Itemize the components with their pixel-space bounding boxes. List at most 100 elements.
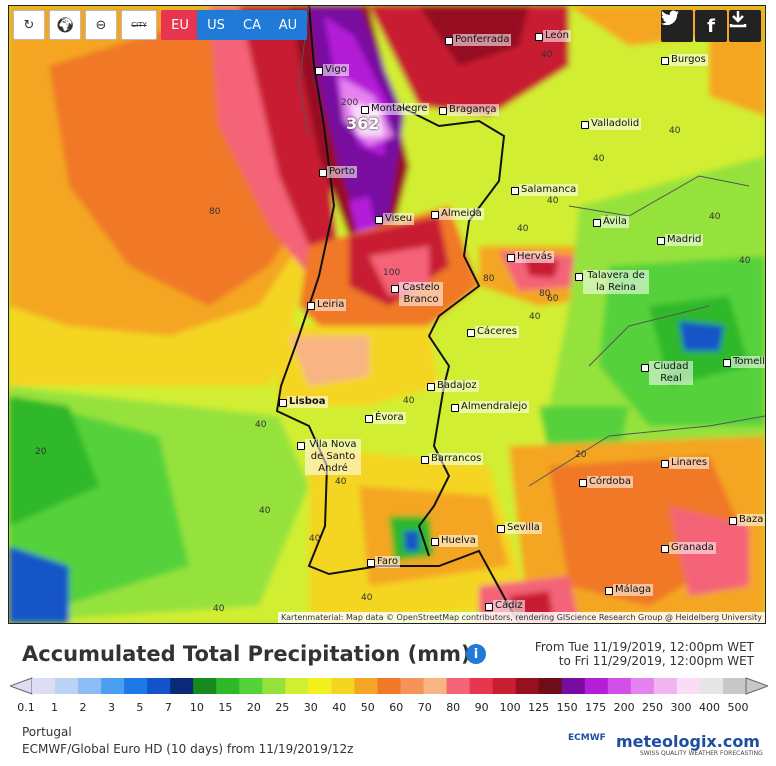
facebook-icon: f: [707, 15, 715, 37]
contour-label: 40: [739, 256, 751, 266]
city-label[interactable]: Viseu: [383, 213, 415, 225]
legend-swatch: [538, 678, 563, 694]
city-label[interactable]: Burgos: [669, 54, 708, 66]
contour-label: 40: [709, 212, 721, 222]
legend-colorbar: [10, 677, 768, 695]
city-marker: [497, 525, 505, 533]
city-label[interactable]: Granada: [669, 542, 716, 554]
city-label[interactable]: Évora: [373, 412, 406, 424]
city-marker: [279, 399, 287, 407]
city-label[interactable]: Leiria: [315, 299, 347, 311]
region-button-eu[interactable]: EU: [161, 10, 199, 40]
city-label[interactable]: Huelva: [439, 535, 478, 547]
legend-swatch: [55, 678, 79, 694]
download-button[interactable]: [729, 10, 761, 42]
refresh-button[interactable]: ↻: [13, 10, 45, 40]
city-marker: [467, 329, 475, 337]
zoom-out-icon: ⊖: [95, 17, 107, 33]
contour-label: 20: [35, 447, 47, 457]
city-label[interactable]: Porto: [327, 166, 357, 178]
region-button-au[interactable]: AU: [269, 10, 307, 40]
city-label[interactable]: Castelo Branco: [399, 282, 443, 306]
city-label[interactable]: Faro: [375, 556, 400, 568]
legend-swatch: [584, 678, 609, 694]
city-label[interactable]: Talavera de la Reina: [583, 270, 649, 294]
city-label[interactable]: Málaga: [613, 584, 654, 596]
city-marker: [581, 121, 589, 129]
legend-swatch: [262, 678, 286, 694]
city-label[interactable]: Cáceres: [475, 326, 520, 338]
legend-swatch: [630, 678, 655, 694]
city-marker: [367, 559, 375, 567]
region-label: Portugal: [22, 725, 72, 739]
legend-swatch: [124, 678, 148, 694]
legend-tick-label: 80: [446, 701, 461, 714]
city-label[interactable]: Barrancos: [429, 453, 484, 465]
legend-tick-label: 70: [417, 701, 432, 714]
legend-tick-label: 30: [303, 701, 318, 714]
globe-button[interactable]: 🌍︎: [49, 10, 81, 40]
legend-swatch: [561, 678, 586, 694]
city-label[interactable]: Hervás: [515, 251, 555, 263]
city-label[interactable]: Montalegre: [369, 103, 430, 115]
brand-logo[interactable]: meteologix.com: [616, 732, 760, 751]
city-label[interactable]: Baza: [737, 514, 765, 526]
precipitation-map[interactable]: Vigo Ponferrada León Burgos Montalegre Bragan…: [8, 5, 766, 624]
city-label[interactable]: Ávila: [601, 216, 629, 228]
city-marker: [575, 273, 583, 281]
legend-tick-label: 1: [50, 701, 58, 714]
city-label[interactable]: Badajoz: [435, 380, 479, 392]
city-label[interactable]: Valladolid: [589, 118, 642, 130]
contour-label: 40: [593, 154, 605, 164]
city-marker: [297, 442, 305, 450]
city-label[interactable]: Tomelloso: [731, 356, 765, 368]
city-label[interactable]: Cádiz: [493, 600, 525, 612]
city-label[interactable]: Bragança: [447, 104, 499, 116]
info-icon[interactable]: i: [466, 644, 486, 664]
city-marker: [307, 302, 315, 310]
legend-tick-label: 125: [528, 701, 550, 714]
contour-label: 40: [403, 396, 415, 406]
city-label[interactable]: Ciudad Real: [649, 361, 693, 385]
city-label[interactable]: Sevilla: [505, 522, 542, 534]
legend-swatch: [354, 678, 378, 694]
city-toggle-button[interactable]: CITY: [121, 10, 157, 40]
contour-label: 20: [575, 450, 587, 460]
city-label[interactable]: Ponferrada: [453, 34, 512, 46]
city-toggle-label: CITY: [131, 21, 147, 29]
date-range: From Tue 11/19/2019, 12:00pm WET to Fri …: [535, 640, 754, 668]
refresh-icon: ↻: [23, 17, 35, 33]
facebook-button[interactable]: f: [695, 10, 727, 42]
legend-tick-label: 10: [189, 701, 204, 714]
city-marker: [511, 187, 519, 195]
city-marker: [485, 603, 493, 611]
city-label[interactable]: Vila Nova de Santo André: [305, 439, 361, 475]
city-label[interactable]: Vigo: [323, 64, 349, 76]
twitter-button[interactable]: [661, 10, 693, 42]
legend-swatch: [653, 678, 678, 694]
legend-tick-label: 3: [107, 701, 115, 714]
city-marker: [439, 107, 447, 115]
city-label[interactable]: Linares: [669, 457, 710, 469]
city-label[interactable]: Madrid: [665, 234, 704, 246]
legend-swatch: [216, 678, 240, 694]
legend-swatch: [193, 678, 217, 694]
legend-swatch: [676, 678, 701, 694]
region-button-ca[interactable]: CA: [233, 10, 271, 40]
globe-icon: 🌍︎: [55, 16, 75, 34]
legend-tick-label: 15: [218, 701, 233, 714]
city-label[interactable]: Salamanca: [519, 184, 579, 196]
zoom-out-button[interactable]: ⊖: [85, 10, 117, 40]
city-label[interactable]: León: [543, 30, 572, 42]
contour-label: 40: [517, 224, 529, 234]
legend-arrow-high: [745, 677, 768, 695]
region-button-us[interactable]: US: [197, 10, 235, 40]
legend-tick-label: 7: [164, 701, 172, 714]
city-label[interactable]: Almeida: [439, 208, 484, 220]
city-label[interactable]: Almendralejo: [459, 401, 530, 413]
city-label[interactable]: Córdoba: [587, 476, 633, 488]
city-marker: [451, 404, 459, 412]
legend-swatch: [400, 678, 425, 694]
legend-swatch: [32, 678, 56, 694]
city-label[interactable]: Lisboa: [287, 396, 328, 408]
